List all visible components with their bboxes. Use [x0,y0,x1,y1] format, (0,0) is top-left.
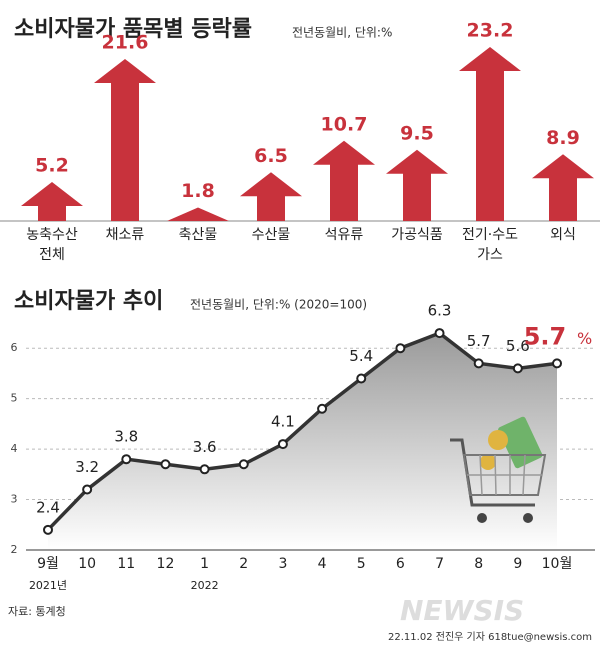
y-tick-label: 4 [11,442,18,455]
value-label: 6.5 [254,145,288,167]
x-tick-label: 6 [396,556,405,572]
x-tick-label: 9 [513,556,522,572]
value-label: 3.6 [193,438,217,456]
point [434,328,445,339]
point [473,358,484,369]
point [356,373,367,384]
point [43,524,53,535]
x-tick-label: 2 [239,556,248,572]
arrow-bar [240,172,302,221]
category-label: 전기·수도 가스 [462,227,518,263]
chart-title: 소비자물가 추이 [14,289,163,314]
area [48,333,557,550]
arrow-bar [313,140,375,221]
chart-subtitle: 전년동월비, 단위:% [292,26,392,40]
value-label: 5.4 [349,347,373,365]
x-tick-label: 10월 [542,556,573,572]
cart-icon [450,416,547,523]
year-label: 2022 [191,579,219,592]
arrow-bar [21,182,83,221]
value-label: 3.8 [114,428,138,446]
arrow-bar [532,154,594,221]
value-label: 3.2 [75,458,99,476]
value-label: 8.9 [546,127,580,149]
y-tick-label: 5 [11,392,18,405]
category-label: 수산물 [251,227,291,243]
point [395,343,406,354]
watermark: NEWSIS [400,594,524,627]
value-label: 2.4 [36,498,60,516]
point [199,464,210,475]
value-label: 4.1 [271,413,295,431]
credit: 22.11.02 전진우 기자 618tue@newsis.com [388,631,592,643]
category-label: 축산물 [178,227,218,243]
value-label: 5.6 [506,337,530,355]
point [317,403,328,414]
source: 자료: 통계청 [8,605,66,618]
x-tick-label: 3 [278,556,287,572]
chart-subtitle: 전년동월비, 단위:% (2020=100) [190,298,367,312]
point [82,484,93,495]
value-label: 5.7 [524,322,567,350]
point [121,454,132,465]
point [238,459,249,470]
point [277,439,288,450]
x-tick-label: 7 [435,556,444,572]
point [552,358,562,369]
value-label: 23.2 [467,20,514,42]
arrow-bar [94,59,156,221]
point [160,459,171,470]
value-label: 1.8 [181,180,215,202]
category-label: 농축수산 전체 [26,227,78,263]
value-label: 21.6 [102,32,149,54]
x-tick-label: 11 [117,556,135,572]
x-tick-label: 4 [318,556,327,572]
chart-title: 소비자물가 품목별 등락률 [14,17,252,42]
x-tick-label: 1 [200,556,209,572]
category-label: 가공식품 [391,227,443,243]
x-tick-label: 12 [157,556,175,572]
line [46,331,558,532]
y-tick-label: 6 [11,341,18,354]
arrow-bar [167,207,229,221]
category-label: 외식 [550,227,576,243]
arrow-bar [459,47,521,221]
x-tick-label: 9월 [37,556,59,572]
x-tick-label: 5 [357,556,366,572]
x-tick-label: 8 [474,556,483,572]
unit-label: % [577,329,592,348]
y-tick-label: 2 [11,543,18,556]
category-label: 채소류 [105,227,145,243]
value-label: 5.7 [467,332,491,350]
value-label: 6.3 [428,302,452,320]
category-label: 석유류 [324,227,364,243]
year-label: 2021년 [29,579,67,592]
value-label: 5.2 [35,155,69,177]
value-label: 10.7 [321,113,368,135]
arrow-bar [386,149,448,221]
y-tick-label: 3 [11,493,18,506]
point [512,363,523,374]
value-label: 9.5 [400,122,434,144]
x-tick-label: 10 [78,556,96,572]
